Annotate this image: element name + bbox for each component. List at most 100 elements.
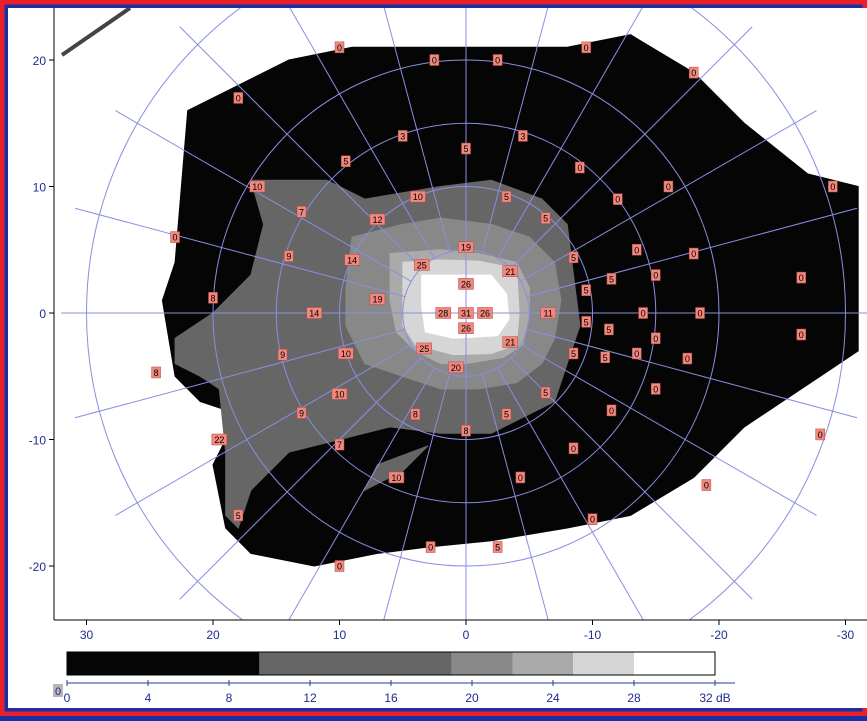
data-point-label: 5 — [571, 253, 576, 263]
data-point-box — [369, 293, 386, 305]
data-point-label: 8 — [463, 426, 468, 436]
data-point-box — [338, 347, 354, 360]
data-point-box — [296, 206, 307, 218]
data-point-label: 5 — [504, 410, 509, 420]
data-point-40: 11 — [540, 307, 556, 319]
data-point-66: 0 — [815, 428, 825, 441]
data-point-8: 3 — [518, 130, 528, 142]
data-point-label: 26 — [461, 324, 471, 334]
data-point-label: 0 — [236, 93, 241, 103]
data-point-label: 0 — [571, 444, 576, 454]
data-point-box — [448, 361, 464, 374]
data-point-label: 20 — [451, 363, 461, 373]
grid-spoke-285 — [481, 373, 549, 620]
data-point-box — [600, 351, 610, 364]
data-point-label: 31 — [461, 309, 471, 319]
data-point-33: 19 — [369, 293, 386, 305]
data-point-26: 25 — [413, 259, 430, 271]
data-point-box — [296, 407, 307, 419]
data-point-box — [568, 347, 579, 360]
data-point-7: 5 — [461, 142, 471, 155]
data-point-label: 0 — [518, 473, 523, 483]
data-point-4: 0 — [688, 66, 699, 79]
data-point-68: 7 — [334, 438, 345, 451]
data-point-box — [651, 383, 661, 395]
data-point-box — [540, 212, 551, 224]
data-point-label: 0 — [653, 334, 658, 344]
data-point-label: 0 — [704, 481, 709, 491]
data-point-box — [458, 241, 474, 253]
data-point-41: 0 — [638, 307, 648, 319]
y-tick-label: 20 — [33, 54, 47, 68]
data-point-label: 5 — [584, 286, 589, 296]
data-point-9: 5 — [341, 155, 351, 167]
data-point-box — [638, 307, 648, 319]
colorbar-origin-label: 0 — [55, 686, 61, 698]
data-point-63: 0 — [606, 404, 617, 417]
data-point-61: 8 — [410, 408, 421, 420]
data-point-box — [284, 250, 294, 262]
colorbar-band-0 — [67, 652, 260, 675]
data-point-15: 5 — [501, 190, 512, 203]
grid-spoke-240 — [288, 367, 435, 620]
data-point-label: 10 — [391, 473, 401, 483]
data-point-label: 11 — [544, 309, 553, 319]
data-point-34: 5 — [581, 284, 591, 296]
data-point-label: 0 — [432, 56, 437, 66]
y-tick-label: 10 — [33, 181, 47, 195]
data-point-label: 0 — [609, 406, 614, 416]
data-point-label: 0 — [666, 182, 671, 192]
colorbar-tick-label: 20 — [465, 691, 479, 705]
plot-area: 0 0 0 0 0 0 3 5 3 5 0 0 0 10 10 5 0 7 12 5 0 19 0 0 9 14 25 21 5 0 5 0 2… — [60, 8, 867, 620]
data-point-label: 9 — [286, 252, 291, 262]
data-point-label: 10 — [334, 389, 344, 399]
colorbar-tick-label: 8 — [226, 691, 233, 705]
data-point-22: 0 — [632, 244, 642, 256]
data-point-box — [151, 366, 161, 379]
data-point-49: 25 — [416, 342, 433, 355]
data-point-label: 0 — [495, 56, 500, 66]
colorbar-tick-label: 16 — [384, 691, 398, 705]
data-point-box — [502, 336, 519, 348]
data-point-box — [492, 54, 503, 66]
colorbar-origin-box — [53, 684, 63, 697]
data-point-label: 5 — [543, 214, 548, 224]
colorbar-band-2 — [451, 652, 513, 675]
grid-spoke-195 — [74, 328, 406, 419]
data-point-label: 26 — [461, 279, 471, 289]
data-point-label: 5 — [571, 349, 576, 359]
data-point-label: 3 — [400, 131, 405, 141]
x-tick-label: 20 — [206, 628, 220, 642]
data-point-label: 5 — [495, 543, 500, 553]
data-point-21: 19 — [458, 241, 474, 253]
data-point-box — [540, 307, 556, 319]
data-point-label: 7 — [299, 207, 304, 217]
colorbar-tick-label: 4 — [145, 691, 152, 705]
data-point-box — [461, 142, 471, 155]
data-point-box — [277, 348, 288, 361]
data-point-37: 28 — [435, 307, 451, 319]
data-point-label: 14 — [309, 309, 319, 319]
data-point-label: 0 — [685, 354, 690, 364]
data-point-57: 8 — [151, 366, 161, 379]
data-point-label: 0 — [584, 43, 589, 53]
data-point-box — [429, 54, 440, 66]
data-point-label: 0 — [799, 330, 804, 340]
data-point-box — [701, 479, 712, 491]
grid-spoke-165 — [74, 207, 406, 298]
data-point-64: 9 — [296, 407, 307, 419]
data-point-23: 0 — [688, 247, 699, 260]
data-point-48: 21 — [502, 336, 519, 348]
data-point-box — [581, 284, 591, 296]
data-point-box — [581, 316, 591, 328]
data-point-71: 0 — [515, 471, 526, 484]
data-point-label: 0 — [173, 233, 178, 243]
data-point-label: 0 — [653, 384, 658, 394]
data-point-46: 0 — [651, 332, 661, 345]
data-point-box — [688, 247, 699, 260]
data-point-38: 31 — [458, 307, 474, 319]
data-point-label: 26 — [480, 309, 490, 319]
grid-spoke-105 — [383, 8, 451, 253]
colorbar-tick-label: 32 dB — [699, 691, 730, 705]
data-point-76: 5 — [492, 541, 503, 553]
